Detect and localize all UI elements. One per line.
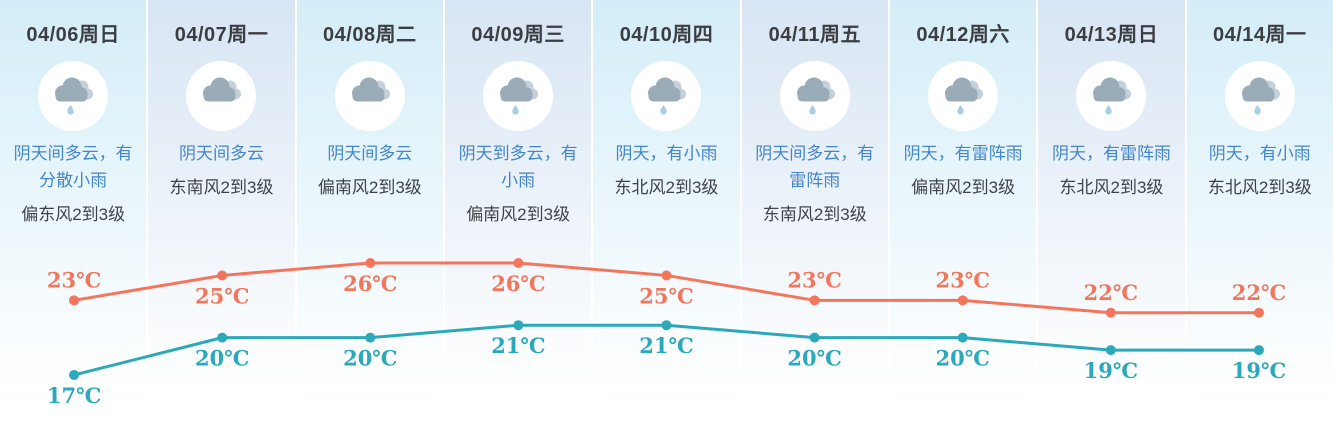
date-label: 04/11周五	[768, 24, 862, 46]
wind-info: 东北风2到3级	[614, 178, 719, 197]
weather-desc: 阴天，有雷阵雨	[903, 144, 1023, 163]
raindrop-shape	[67, 105, 74, 115]
weather-icon-circle	[186, 61, 257, 131]
raindrop-shape	[660, 105, 668, 115]
wind-info: 偏南风2到3级	[317, 178, 422, 197]
raindrop-shape	[957, 105, 964, 115]
date-label: 04/14周一	[1213, 24, 1307, 46]
front-cloud-shape	[203, 77, 236, 102]
weather-desc: 阴天，有小雨	[615, 144, 718, 163]
day-column: 04/14周一 阴天，有小雨 东北风2到3级	[1186, 0, 1333, 425]
weather-icon-circle	[1076, 61, 1147, 131]
weather-desc: 阴天到多云，有小雨	[458, 144, 578, 190]
weather-icon-circle	[928, 61, 999, 131]
weather-desc: 阴天，有雷阵雨	[1051, 144, 1171, 163]
front-cloud-shape	[648, 77, 681, 102]
cloud-rain-icon	[1241, 77, 1280, 115]
raindrop-shape	[1105, 105, 1113, 115]
front-cloud-shape	[55, 77, 88, 102]
date-label: 04/13周日	[1064, 24, 1159, 46]
cloud-icon	[351, 77, 390, 102]
front-cloud-shape	[1093, 77, 1126, 102]
day-column: 04/12周六 阴天，有雷阵雨 偏南风2到3级	[889, 0, 1037, 425]
wind-info: 东北风2到3级	[1059, 178, 1164, 197]
weather-desc: 阴天间多云	[327, 144, 413, 163]
raindrop-shape	[1254, 105, 1261, 115]
wind-info: 偏南风2到3级	[911, 178, 1016, 197]
cloud-rain-icon	[648, 77, 687, 115]
date-label: 04/09周三	[471, 24, 565, 46]
cloud-rain-icon	[1093, 77, 1132, 115]
cloud-rain-icon	[55, 77, 94, 115]
front-cloud-shape	[945, 77, 978, 102]
day-column: 04/08周二 阴天间多云 偏南风2到3级	[296, 0, 443, 425]
day-column: 04/11周五 阴天间多云，有雷阵雨 东南风2到3级	[741, 0, 888, 425]
date-label: 04/06周日	[26, 24, 120, 46]
front-cloud-shape	[351, 77, 385, 102]
weather-desc: 阴天，有小雨	[1208, 144, 1311, 163]
weather-desc: 阴天间多云，有分散小雨	[13, 144, 133, 190]
weather-icon-circle	[631, 61, 702, 131]
weather-desc: 阴天间多云	[178, 144, 264, 163]
day-column: 04/10周四 阴天，有小雨 东北风2到3级	[593, 0, 740, 425]
day-column: 04/07周一 阴天间多云 东南风2到3级	[148, 0, 295, 425]
day-column: 04/06周日 阴天间多云，有分散小雨 偏东风2到3级	[0, 0, 147, 425]
weather-desc: 阴天间多云，有雷阵雨	[755, 144, 875, 190]
cloud-icon	[203, 77, 242, 102]
weather-icon-circle	[1224, 61, 1295, 131]
front-cloud-shape	[796, 77, 830, 102]
weather-icon-circle	[38, 61, 109, 131]
wind-info: 偏东风2到3级	[21, 205, 126, 224]
weather-icon-circle	[779, 61, 850, 131]
day-column: 04/09周三 阴天到多云，有小雨 偏南风2到3级	[444, 0, 592, 425]
date-label: 04/07周一	[174, 24, 269, 46]
cloud-rain-icon	[945, 77, 984, 115]
front-cloud-shape	[1241, 77, 1275, 102]
front-cloud-shape	[500, 77, 533, 102]
cloud-rain-icon	[796, 77, 835, 115]
date-label: 04/12周六	[916, 24, 1010, 46]
raindrop-shape	[512, 105, 519, 115]
wind-info: 东南风2到3级	[169, 178, 274, 197]
weather-icon-circle	[483, 61, 554, 131]
wind-info: 偏南风2到3级	[466, 205, 571, 224]
day-column: 04/13周日 阴天，有雷阵雨 东北风2到3级	[1038, 0, 1185, 425]
cloud-rain-icon	[500, 77, 539, 115]
date-label: 04/10周四	[619, 24, 714, 46]
date-label: 04/08周二	[323, 24, 417, 46]
raindrop-shape	[809, 105, 816, 115]
wind-info: 东南风2到3级	[762, 205, 867, 224]
weather-icon-circle	[334, 61, 405, 131]
wind-info: 东北风2到3级	[1207, 178, 1312, 197]
